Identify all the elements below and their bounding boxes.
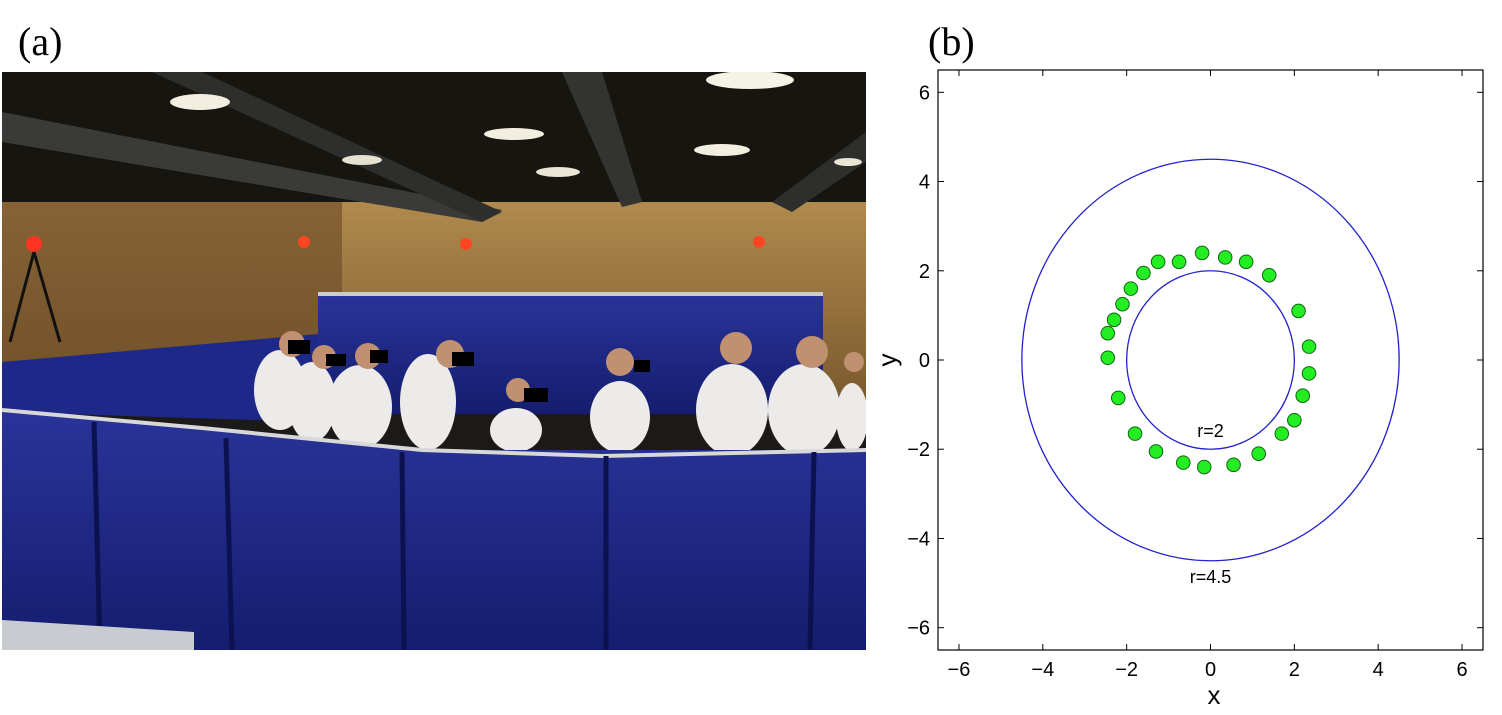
panel-a-label: (a) bbox=[18, 19, 63, 64]
experiment-photo-illustration bbox=[2, 72, 866, 650]
x-tick-label: 6 bbox=[1456, 659, 1467, 681]
data-point bbox=[1251, 446, 1267, 461]
y-tick-label: 6 bbox=[919, 82, 930, 104]
data-point bbox=[1196, 459, 1212, 475]
data-point bbox=[1295, 388, 1311, 403]
data-point bbox=[1301, 339, 1317, 354]
plot-frame bbox=[937, 69, 1484, 651]
data-point bbox=[1100, 350, 1116, 366]
scatter-chart: r=2 r=4.5 −6 −4 −2 0 2 4 6 −6 −4 −2 0 2 4 6 x y bbox=[880, 69, 1484, 710]
data-point bbox=[1301, 366, 1317, 381]
x-axis-title: x bbox=[1208, 680, 1221, 710]
plot-axes bbox=[937, 69, 1484, 651]
y-tick-label: −6 bbox=[907, 618, 930, 640]
data-point bbox=[1238, 254, 1254, 270]
y-tick-label: 2 bbox=[919, 261, 930, 283]
x-tick-label: −4 bbox=[1031, 659, 1054, 681]
data-point bbox=[1123, 281, 1139, 296]
x-tick-label: 0 bbox=[1205, 659, 1216, 681]
y-tick-label: −4 bbox=[907, 528, 930, 550]
panel-b-label: (b) bbox=[928, 19, 975, 64]
data-point bbox=[1274, 426, 1290, 441]
y-axis-title: y bbox=[880, 354, 902, 367]
reference-circles: r=2 r=4.5 bbox=[1021, 158, 1400, 587]
data-point bbox=[1175, 455, 1191, 470]
circle-label-1: r=4.5 bbox=[1190, 567, 1232, 587]
data-point bbox=[1194, 245, 1210, 261]
x-tick-label: 4 bbox=[1373, 659, 1384, 681]
data-point bbox=[1217, 250, 1233, 265]
data-points bbox=[1100, 245, 1317, 475]
data-point bbox=[1287, 412, 1302, 428]
x-tick-label: −2 bbox=[1115, 659, 1138, 681]
circle-r-0 bbox=[1126, 270, 1295, 450]
data-point bbox=[1100, 325, 1116, 341]
data-point bbox=[1110, 390, 1126, 406]
data-point bbox=[1150, 254, 1166, 270]
data-point bbox=[1171, 254, 1187, 270]
axis-ticks: −6 −4 −2 0 2 4 6 −6 −4 −2 0 2 4 6 bbox=[907, 70, 1483, 681]
y-tick-label: 4 bbox=[919, 172, 930, 194]
data-point bbox=[1291, 303, 1306, 319]
circle-r-1 bbox=[1021, 158, 1400, 562]
data-point bbox=[1226, 457, 1241, 473]
data-point bbox=[1148, 444, 1164, 459]
data-point bbox=[1261, 267, 1277, 283]
data-point bbox=[1115, 296, 1130, 312]
x-tick-label: 2 bbox=[1289, 659, 1300, 681]
y-tick-label: 0 bbox=[919, 350, 930, 372]
circle-label-0: r=2 bbox=[1197, 421, 1224, 441]
data-point bbox=[1127, 426, 1143, 441]
data-point bbox=[1136, 265, 1151, 281]
x-tick-label: −6 bbox=[948, 659, 971, 681]
experiment-photo bbox=[2, 72, 866, 650]
y-tick-label: −2 bbox=[907, 439, 930, 461]
data-point bbox=[1106, 312, 1122, 328]
